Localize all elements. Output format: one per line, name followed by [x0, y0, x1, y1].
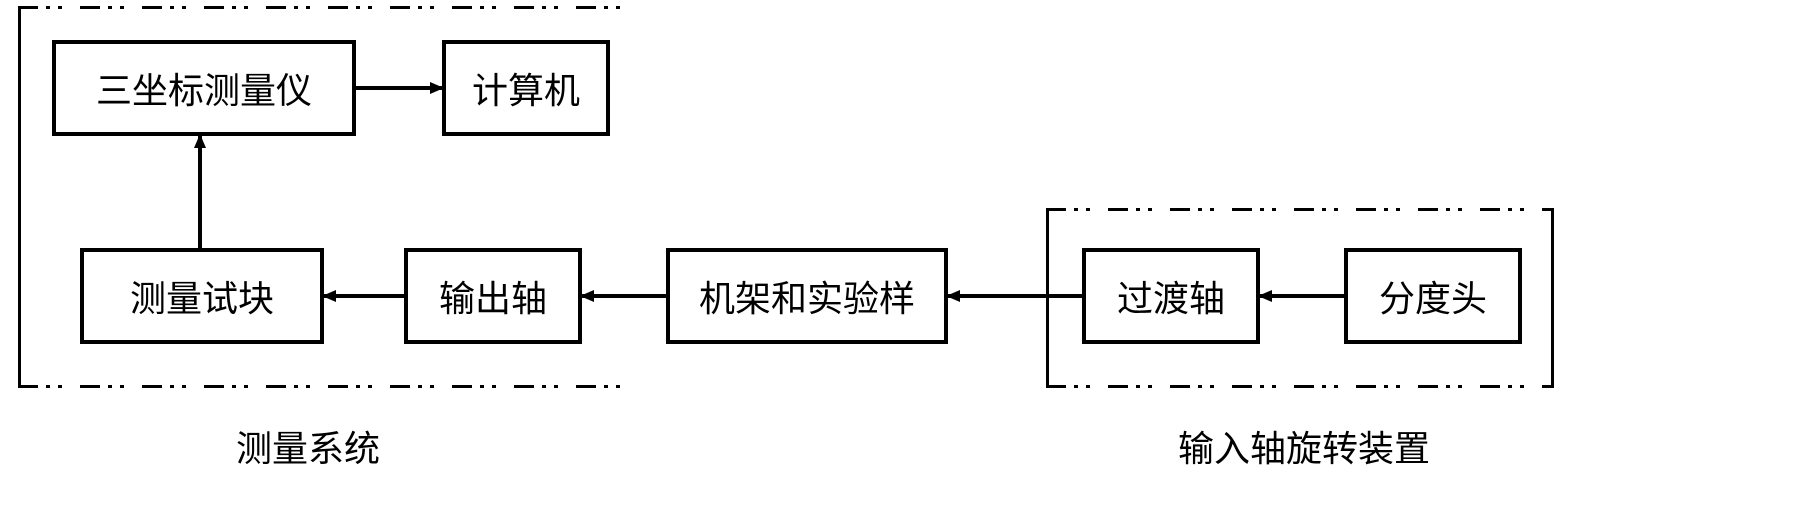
node-indexhead-label: 分度头	[1379, 270, 1487, 322]
node-computer-label: 计算机	[472, 62, 580, 114]
node-testblock-label: 测量试块	[130, 270, 274, 322]
node-computer: 计算机	[442, 40, 610, 136]
node-transshaft: 过渡轴	[1082, 248, 1260, 344]
group-measure-system-label: 测量系统	[236, 420, 380, 472]
group-input-rotation-label: 输入轴旋转装置	[1178, 420, 1430, 472]
node-cmm: 三坐标测量仪	[52, 40, 356, 136]
node-transshaft-label: 过渡轴	[1117, 270, 1225, 322]
node-testblock: 测量试块	[80, 248, 324, 344]
node-cmm-label: 三坐标测量仪	[96, 62, 312, 114]
node-frame: 机架和实验样	[666, 248, 948, 344]
node-indexhead: 分度头	[1344, 248, 1522, 344]
node-outshaft: 输出轴	[404, 248, 582, 344]
node-outshaft-label: 输出轴	[439, 270, 547, 322]
node-frame-label: 机架和实验样	[699, 270, 915, 322]
